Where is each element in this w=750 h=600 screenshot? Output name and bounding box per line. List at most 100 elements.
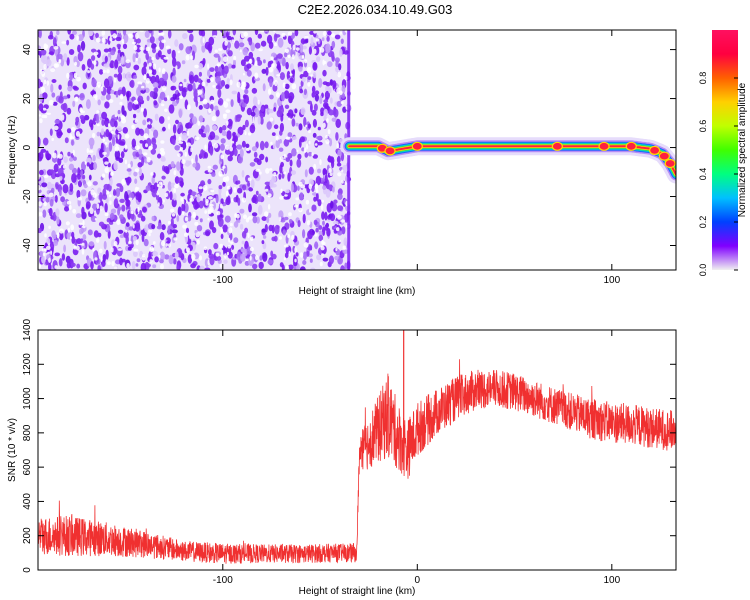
heatmap-noise-cell bbox=[333, 220, 339, 225]
heatmap-noise-cell bbox=[72, 100, 76, 108]
heatmap-noise-gap bbox=[249, 246, 254, 252]
heatmap-noise-cell bbox=[91, 55, 96, 61]
heatmap-noise-cell bbox=[126, 176, 132, 184]
heatmap-noise-cell bbox=[303, 251, 307, 260]
heatmap-noise-gap bbox=[287, 234, 291, 239]
heatmap-noise-cell bbox=[253, 157, 260, 163]
heatmap-noise-gap bbox=[126, 262, 130, 269]
heatmap-noise-cell bbox=[241, 140, 246, 148]
heatmap-noise-cell bbox=[153, 100, 158, 106]
heatmap-noise-gap bbox=[55, 63, 60, 68]
heatmap-noise-cell bbox=[261, 228, 266, 233]
heatmap-noise-cell bbox=[115, 187, 121, 197]
heatmap-noise-cell bbox=[259, 140, 265, 151]
heatmap-noise-gap bbox=[70, 224, 75, 231]
heatmap-noise-gap bbox=[133, 248, 139, 252]
heatmap-noise-cell bbox=[342, 249, 349, 255]
heatmap-noise-cell bbox=[236, 114, 243, 119]
heatmap-noise-gap bbox=[104, 161, 109, 165]
heatmap-noise-cell bbox=[155, 37, 159, 45]
heatmap-noise-gap bbox=[135, 32, 139, 40]
heatmap-noise-gap bbox=[101, 30, 106, 36]
heatmap-noise-cell bbox=[230, 99, 234, 108]
heatmap-noise-gap bbox=[73, 245, 77, 250]
heatmap-noise-cell bbox=[218, 98, 224, 106]
heatmap-noise-cell bbox=[239, 223, 244, 230]
heatmap-noise-cell bbox=[342, 106, 347, 113]
heatmap-noise-gap bbox=[322, 59, 325, 66]
heatmap-noise-gap bbox=[74, 96, 78, 102]
heatmap-noise-cell bbox=[103, 240, 107, 250]
heatmap-noise-cell bbox=[140, 229, 145, 236]
heatmap-noise-gap bbox=[77, 196, 82, 201]
heatmap-noise-cell bbox=[259, 112, 265, 119]
heatmap-noise-gap bbox=[76, 35, 80, 41]
heatmap-noise-cell bbox=[324, 211, 328, 221]
heatmap-noise-gap bbox=[113, 77, 117, 83]
heatmap-noise-cell bbox=[69, 182, 74, 192]
heatmap-noise-cell bbox=[159, 80, 163, 87]
heatmap-noise-cell bbox=[45, 59, 52, 67]
heatmap-noise-cell bbox=[225, 197, 231, 206]
heatmap-noise-cell bbox=[92, 154, 96, 162]
heatmap-noise-gap bbox=[121, 117, 127, 124]
heatmap-noise-cell bbox=[237, 187, 243, 194]
heatmap-noise-gap bbox=[117, 134, 120, 140]
heatmap-noise-cell bbox=[236, 144, 243, 150]
heatmap-noise-gap bbox=[109, 127, 113, 131]
heatmap-noise-cell bbox=[338, 63, 342, 71]
heatmap-noise-gap bbox=[107, 261, 111, 265]
heatmap-noise-gap bbox=[132, 224, 135, 229]
heatmap-noise-gap bbox=[215, 252, 220, 257]
heatmap-noise-cell bbox=[248, 203, 252, 213]
heatmap-noise-cell bbox=[193, 74, 199, 83]
heatmap-noise-gap bbox=[226, 185, 231, 190]
heatmap-noise-cell bbox=[52, 234, 57, 239]
heatmap-noise-gap bbox=[281, 32, 286, 37]
heatmap-noise-cell bbox=[111, 136, 116, 147]
heatmap-noise-cell bbox=[55, 208, 60, 217]
heatmap-noise-cell bbox=[222, 224, 228, 233]
heatmap-noise-gap bbox=[48, 257, 51, 263]
heatmap-noise-gap bbox=[209, 203, 214, 207]
heatmap-noise-gap bbox=[38, 184, 41, 191]
heatmap-noise-cell bbox=[237, 126, 244, 136]
heatmap-noise-cell bbox=[331, 40, 336, 49]
heatmap-noise-gap bbox=[207, 63, 210, 70]
heatmap-noise-cell bbox=[287, 264, 294, 270]
heatmap-noise-gap bbox=[282, 82, 286, 89]
heatmap-noise-gap bbox=[314, 233, 318, 237]
heatmap-noise-gap bbox=[124, 145, 128, 150]
heatmap-noise-cell bbox=[304, 152, 309, 158]
heatmap-noise-gap bbox=[218, 48, 223, 51]
heatmap-noise-cell bbox=[103, 48, 110, 53]
heatmap-noise-cell bbox=[299, 88, 304, 94]
heatmap-noise-cell bbox=[219, 143, 225, 151]
heatmap-noise-cell bbox=[135, 192, 139, 197]
heatmap-noise-gap bbox=[296, 149, 299, 153]
heatmap-noise-gap bbox=[82, 220, 85, 227]
heatmap-noise-gap bbox=[143, 74, 147, 81]
heatmap-noise-gap bbox=[185, 216, 189, 222]
heatmap-noise-cell bbox=[167, 30, 172, 39]
heatmap-noise-cell bbox=[71, 138, 74, 146]
heatmap-noise-gap bbox=[247, 132, 252, 136]
heatmap-noise-cell bbox=[56, 216, 60, 225]
heatmap-noise-cell bbox=[76, 238, 82, 245]
heatmap-noise-cell bbox=[119, 198, 125, 203]
heatmap-noise-gap bbox=[48, 99, 54, 106]
heatmap-noise-cell bbox=[142, 119, 147, 126]
heatmap-noise-gap bbox=[219, 203, 223, 209]
heatmap-noise-gap bbox=[102, 69, 107, 73]
heatmap-noise-cell bbox=[82, 82, 87, 90]
heatmap-noise-gap bbox=[264, 188, 269, 192]
heatmap-noise-cell bbox=[56, 128, 63, 139]
heatmap-noise-cell bbox=[293, 261, 298, 267]
heatmap-noise-cell bbox=[205, 230, 211, 237]
heatmap-noise-gap bbox=[342, 245, 347, 250]
heatmap-noise-cell bbox=[45, 260, 50, 266]
heatmap-noise-gap bbox=[56, 232, 60, 239]
heatmap-noise-gap bbox=[245, 258, 249, 262]
heatmap-noise-cell bbox=[142, 206, 147, 213]
heatmap-noise-cell bbox=[323, 99, 329, 104]
